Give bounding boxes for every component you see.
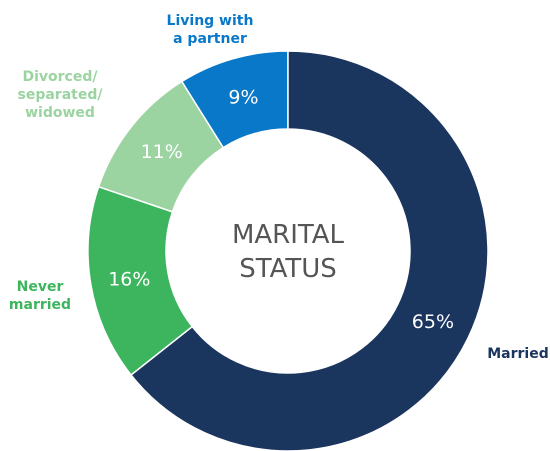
category-label: Married	[487, 346, 549, 362]
center-label: STATUS	[239, 254, 337, 284]
value-label: 11%	[141, 141, 183, 163]
donut-slice	[130, 50, 489, 451]
donut-slice	[97, 80, 225, 213]
category-label: Never married	[8, 279, 72, 313]
value-label: 9%	[228, 86, 258, 108]
value-label: 65%	[412, 311, 454, 333]
donut-slice	[87, 185, 194, 377]
center-label: MARITAL	[232, 220, 345, 250]
value-label: 16%	[108, 268, 150, 290]
category-label: Divorced/ separated/ widowed	[17, 69, 103, 121]
category-label: Living with a partner	[166, 13, 254, 47]
